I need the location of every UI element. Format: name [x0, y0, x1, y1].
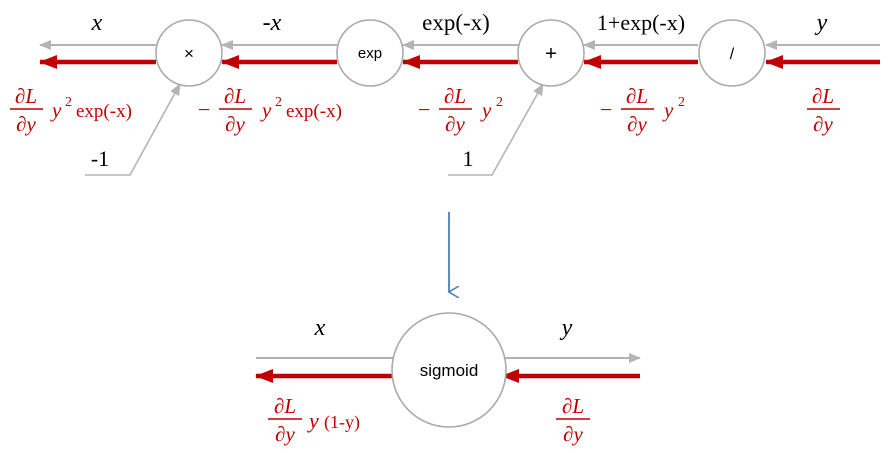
- forward-label-x: x: [91, 10, 103, 36]
- gradient-at-neg-x-power: 2: [275, 95, 282, 110]
- node-add-label: +: [545, 43, 557, 65]
- bottom-gradient-at-x-denominator: ∂y: [275, 422, 295, 446]
- node-sigmoid-label: sigmoid: [420, 361, 479, 380]
- bottom-forward-label-y: y: [560, 315, 573, 341]
- gradient-at-x-numerator: ∂L: [15, 84, 37, 108]
- top-graph: × exp + / x -x exp(-x) 1+exp(-x) y -1 1 …: [10, 10, 880, 176]
- gradient-at-x-tail: exp(-x): [76, 101, 132, 122]
- gradient-at-sum-numerator: ∂L: [626, 84, 648, 108]
- bottom-gradient-at-y-numerator: ∂L: [562, 394, 584, 418]
- node-multiply: ×: [155, 19, 223, 87]
- node-exp: exp: [336, 19, 404, 87]
- gradient-at-sum-minus: −: [600, 97, 612, 122]
- gradient-at-y-denominator: ∂y: [813, 112, 833, 136]
- gradient-label-at-x: ∂L ∂y y 2 exp(-x): [10, 84, 132, 136]
- gradient-at-neg-x-numerator: ∂L: [224, 84, 246, 108]
- node-exp-label: exp: [358, 45, 382, 62]
- gradient-label-at-exp: − ∂L ∂y y 2: [418, 84, 503, 136]
- gradient-at-y-numerator: ∂L: [812, 84, 834, 108]
- node-add: +: [517, 19, 585, 87]
- node-multiply-label: ×: [184, 44, 194, 63]
- gradient-at-exp-power: 2: [496, 95, 503, 110]
- forward-label-y: y: [815, 10, 828, 36]
- constant-edge-to-mul: [85, 83, 181, 176]
- bottom-gradient-at-x-factor: y: [307, 408, 319, 433]
- gradient-at-sum-denominator: ∂y: [627, 112, 647, 136]
- gradient-at-sum-power: 2: [678, 95, 685, 110]
- bottom-gradient-label-at-y: ∂L ∂y: [556, 394, 590, 446]
- bottom-gradient-at-x-numerator: ∂L: [274, 394, 296, 418]
- bottom-graph: sigmoid x y ∂L ∂y y (1-y) ∂L ∂y: [255, 312, 641, 446]
- constant-edge-to-add: [448, 83, 544, 176]
- forward-label-one-plus-exp: 1+exp(-x): [597, 10, 685, 35]
- node-sigmoid: sigmoid: [391, 312, 507, 428]
- bottom-forward-label-x: x: [314, 315, 326, 341]
- gradient-label-at-neg-x: − ∂L ∂y y 2 exp(-x): [198, 84, 342, 136]
- constant-label-minus-one: -1: [91, 146, 109, 171]
- gradient-label-at-sum: − ∂L ∂y y 2: [600, 84, 685, 136]
- node-divide: /: [698, 19, 766, 87]
- gradient-label-at-y: ∂L ∂y: [807, 84, 840, 136]
- gradient-at-neg-x-tail: exp(-x): [286, 101, 342, 122]
- forward-label-exp-neg-x: exp(-x): [422, 10, 490, 35]
- gradient-at-exp-numerator: ∂L: [444, 84, 466, 108]
- gradient-at-x-power: 2: [65, 95, 72, 110]
- bottom-gradient-at-x-tail: (1-y): [324, 412, 360, 433]
- forward-label-neg-x: -x: [263, 10, 282, 36]
- gradient-at-exp-denominator: ∂y: [445, 112, 465, 136]
- constant-label-one: 1: [463, 146, 474, 171]
- bottom-gradient-at-y-denominator: ∂y: [563, 422, 583, 446]
- gradient-at-x-denominator: ∂y: [16, 112, 36, 136]
- gradient-at-exp-minus: −: [418, 97, 430, 122]
- gradient-at-neg-x-denominator: ∂y: [225, 112, 245, 136]
- gradient-at-neg-x-minus: −: [198, 97, 210, 122]
- gradient-at-x-factor: y: [50, 98, 62, 122]
- gradient-at-exp-factor: y: [480, 98, 492, 122]
- bottom-gradient-label-at-x: ∂L ∂y y (1-y): [268, 394, 360, 446]
- gradient-at-sum-factor: y: [662, 98, 674, 122]
- node-divide-label: /: [730, 46, 735, 63]
- gradient-at-neg-x-factor: y: [260, 98, 272, 122]
